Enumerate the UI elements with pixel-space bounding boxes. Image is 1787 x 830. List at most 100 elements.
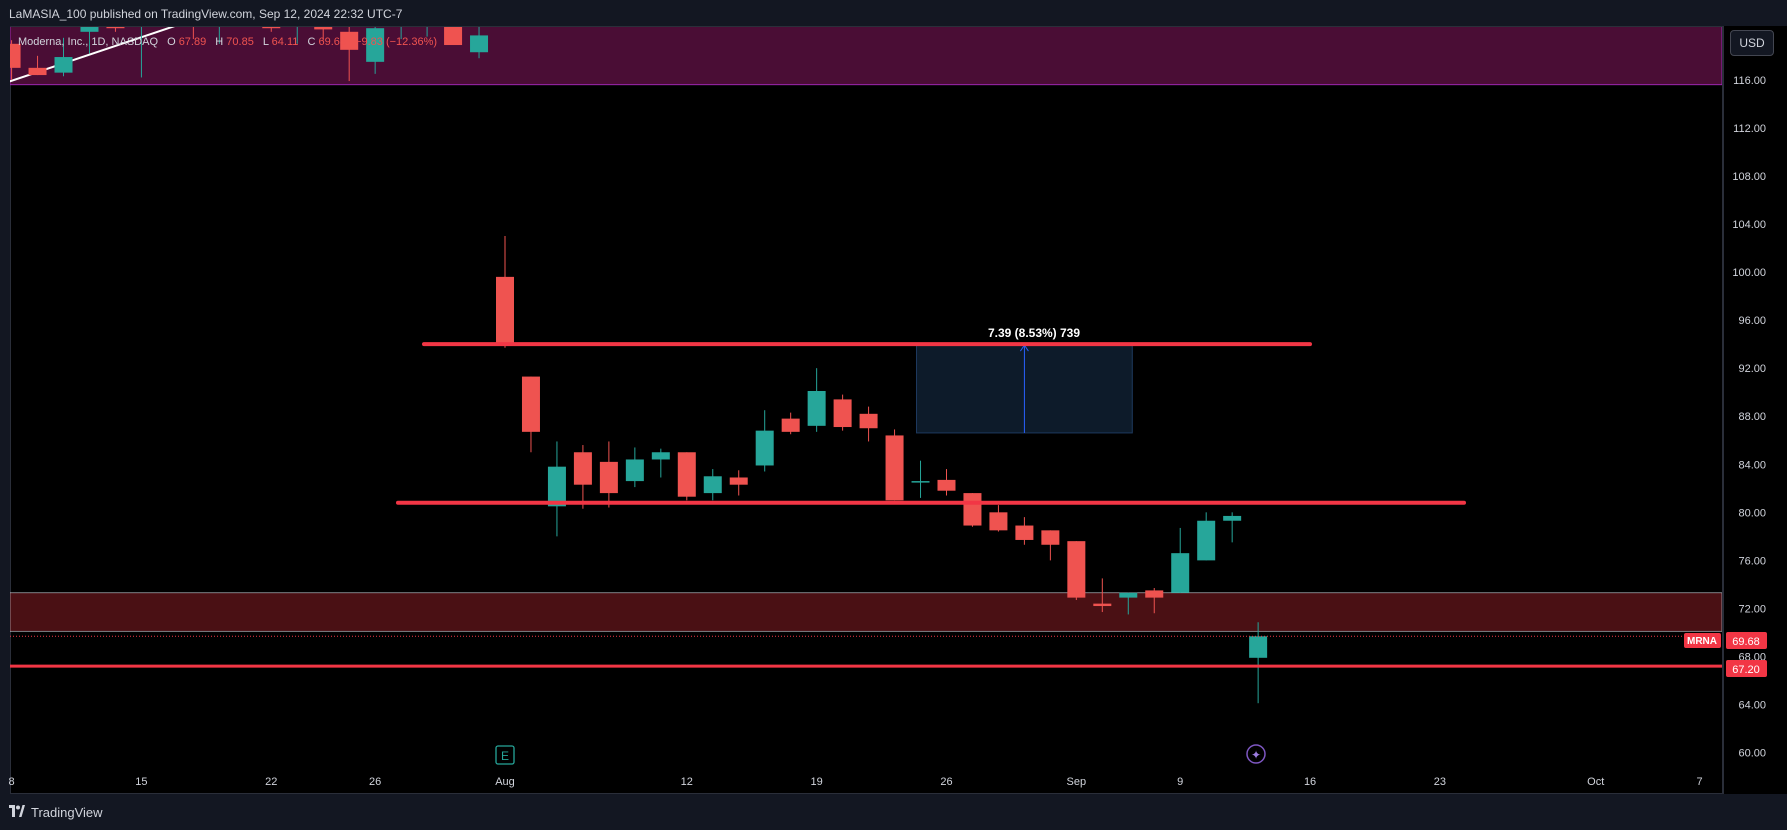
candle (1041, 530, 1060, 561)
candle (547, 441, 566, 537)
price-tick-label: 72.00 (1738, 603, 1766, 615)
legend-close-label: C (307, 36, 315, 48)
star-event-icon[interactable]: ✦ (1246, 744, 1266, 764)
legend-change: −9.83 (−12.36%) (355, 36, 437, 48)
candle (1015, 517, 1034, 545)
time-tick-label: Oct (1587, 776, 1604, 788)
currency-button[interactable]: USD (1730, 30, 1774, 56)
candle (599, 441, 618, 508)
zone-rect (10, 27, 1722, 86)
candle (1197, 512, 1216, 561)
candle (989, 505, 1008, 532)
footer: TradingView (0, 795, 1787, 830)
legend-symbol: Moderna, Inc., 1D, NASDAQ (18, 36, 158, 48)
price-tick-label: 96.00 (1738, 315, 1766, 327)
measure-label: 7.39 (8.53%) 739 (988, 326, 1080, 340)
candle (911, 460, 930, 498)
candle (729, 470, 748, 496)
candle (859, 406, 878, 442)
candle (677, 452, 696, 501)
candle (218, 27, 220, 44)
line-price-badge: 67.20 (1726, 660, 1767, 677)
price-tick-label: 116.00 (1733, 75, 1766, 87)
horizontal-lines-layer (10, 342, 1722, 668)
last-price-badge: 69.68 (1726, 632, 1767, 649)
time-tick-label: 19 (811, 776, 823, 788)
candle (781, 412, 800, 435)
candle (703, 469, 722, 501)
publish-text: LaMASIA_100 published on TradingView.com… (9, 7, 403, 21)
price-tick-label: 88.00 (1738, 411, 1766, 423)
price-tick-label: 80.00 (1738, 507, 1766, 519)
candle (1249, 622, 1268, 704)
footer-brand-text: TradingView (31, 805, 103, 820)
candle (1171, 527, 1190, 593)
candle (833, 394, 852, 431)
candle (296, 27, 298, 44)
candle (651, 448, 670, 478)
price-tick-label: 112.00 (1733, 123, 1766, 135)
time-tick-label: 16 (1304, 776, 1316, 788)
time-tick-label: 23 (1434, 776, 1446, 788)
candle (937, 469, 956, 496)
svg-text:✦: ✦ (1251, 748, 1261, 762)
candle (140, 27, 142, 78)
footer-brand[interactable]: TradingView (9, 805, 103, 820)
zones-layer (10, 27, 1722, 632)
candle (573, 445, 592, 509)
price-tick-label: 92.00 (1738, 363, 1766, 375)
legend-close-value: 69.68 (318, 36, 346, 48)
time-tick-label: Sep (1067, 776, 1087, 788)
candle (106, 27, 125, 32)
candle (470, 27, 489, 59)
line-price-badge-text: 67.20 (1732, 664, 1760, 676)
time-tick-label: 9 (1177, 776, 1183, 788)
time-tick-label: 22 (265, 776, 277, 788)
candle (1223, 512, 1242, 543)
candle (444, 27, 463, 46)
price-tick-label: 108.00 (1732, 171, 1766, 183)
time-tick-label: Aug (495, 776, 515, 788)
price-tick-label: 64.00 (1738, 700, 1766, 712)
price-tick-label: 84.00 (1738, 459, 1766, 471)
candle (755, 410, 774, 472)
tradingview-logo-icon (9, 805, 25, 820)
candle (496, 236, 514, 348)
candle (28, 55, 47, 76)
candle (625, 447, 644, 488)
symbol-badge-text: MRNA (1687, 636, 1717, 647)
legend-low-label: L (263, 36, 269, 48)
time-tick-label: 12 (681, 776, 693, 788)
candle (1145, 588, 1164, 614)
candle (10, 40, 21, 80)
publish-header: LaMASIA_100 published on TradingView.com… (0, 0, 1787, 26)
legend-high-label: H (215, 36, 223, 48)
price-axis-labels: 60.0064.0068.0072.0076.0080.0084.0088.00… (1732, 75, 1766, 760)
candles-layer (10, 27, 1268, 704)
candle (400, 27, 402, 40)
time-tick-label: 7 (1697, 776, 1703, 788)
time-tick-label: 26 (369, 776, 381, 788)
candle (80, 27, 99, 54)
candle (1119, 592, 1138, 615)
svg-text:E: E (501, 749, 509, 763)
measure-tool-layer (916, 343, 1133, 434)
price-tick-label: 104.00 (1732, 219, 1766, 231)
legend-high-value: 70.85 (226, 36, 254, 48)
earnings-e-icon[interactable]: E (495, 745, 515, 765)
zone-rect (10, 592, 1722, 632)
price-tick-label: 60.00 (1738, 748, 1766, 760)
candle (426, 27, 428, 37)
last-price-badge-text: 69.68 (1732, 636, 1760, 648)
legend-low-value: 64.11 (272, 36, 299, 48)
trendline (10, 27, 176, 83)
price-tick-label: 100.00 (1732, 267, 1766, 279)
candle (1093, 578, 1112, 613)
time-tick-label: 8 (9, 776, 15, 788)
candle (314, 27, 333, 41)
candle (366, 27, 385, 74)
candle (262, 27, 281, 32)
legend-open-label: O (167, 36, 176, 48)
time-tick-label: 26 (940, 776, 952, 788)
